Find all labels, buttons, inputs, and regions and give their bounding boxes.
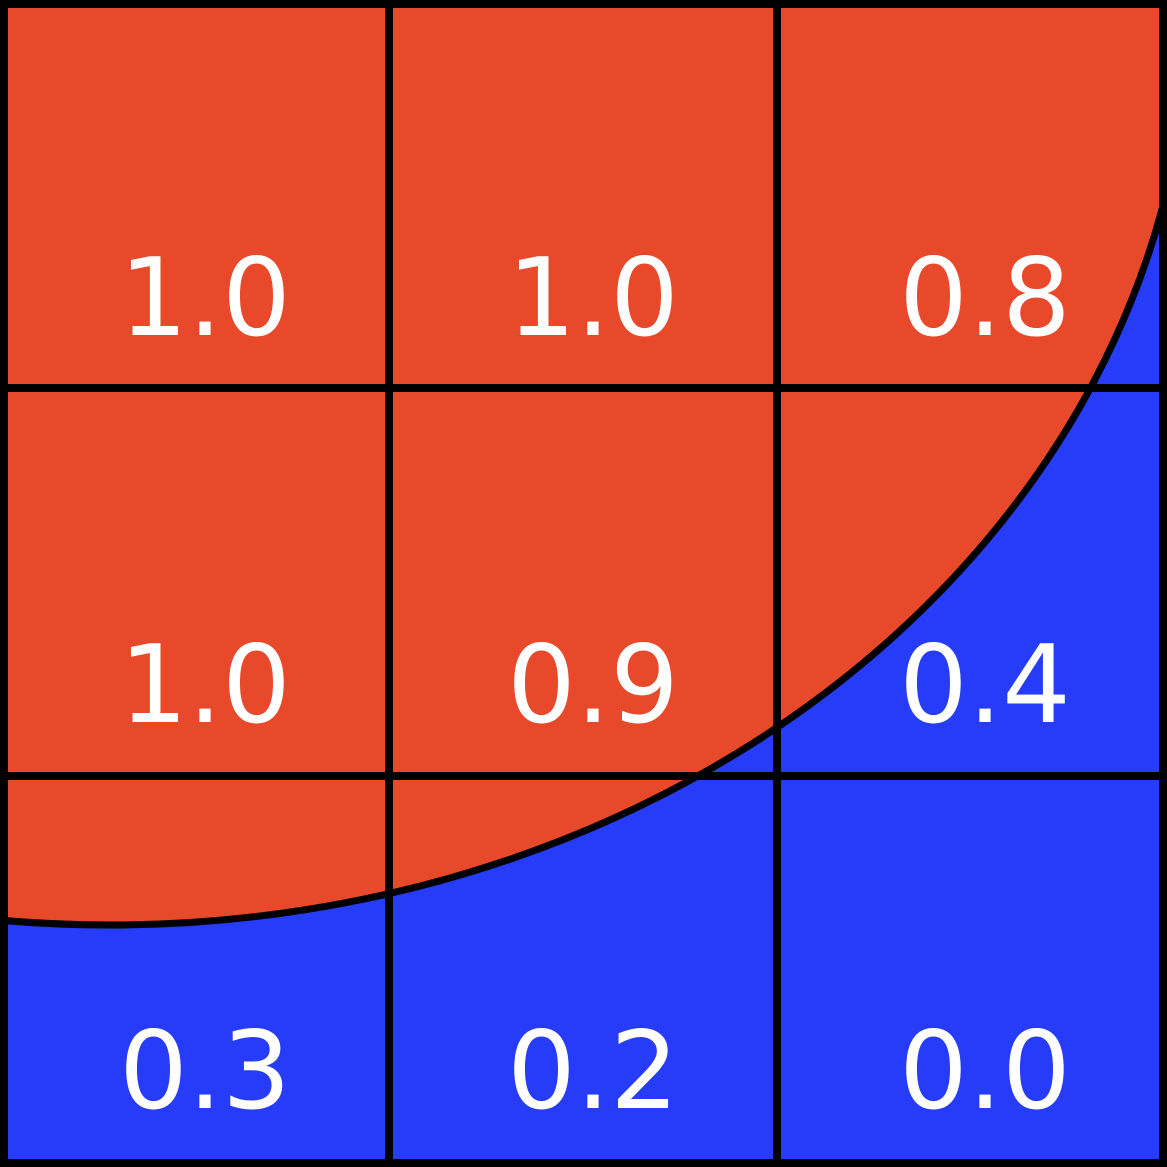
cell-value: 0.9 — [507, 623, 679, 748]
cell-value: 0.0 — [899, 1009, 1071, 1134]
cell-value: 0.4 — [899, 623, 1071, 748]
cell-value: 1.0 — [507, 236, 679, 361]
cell-value: 1.0 — [119, 236, 291, 361]
cell-value: 0.8 — [899, 236, 1071, 361]
cell-value: 0.3 — [119, 1009, 291, 1134]
cell-value: 1.0 — [119, 623, 291, 748]
cell-value: 0.2 — [507, 1009, 679, 1134]
shape-region — [0, 0, 1167, 929]
